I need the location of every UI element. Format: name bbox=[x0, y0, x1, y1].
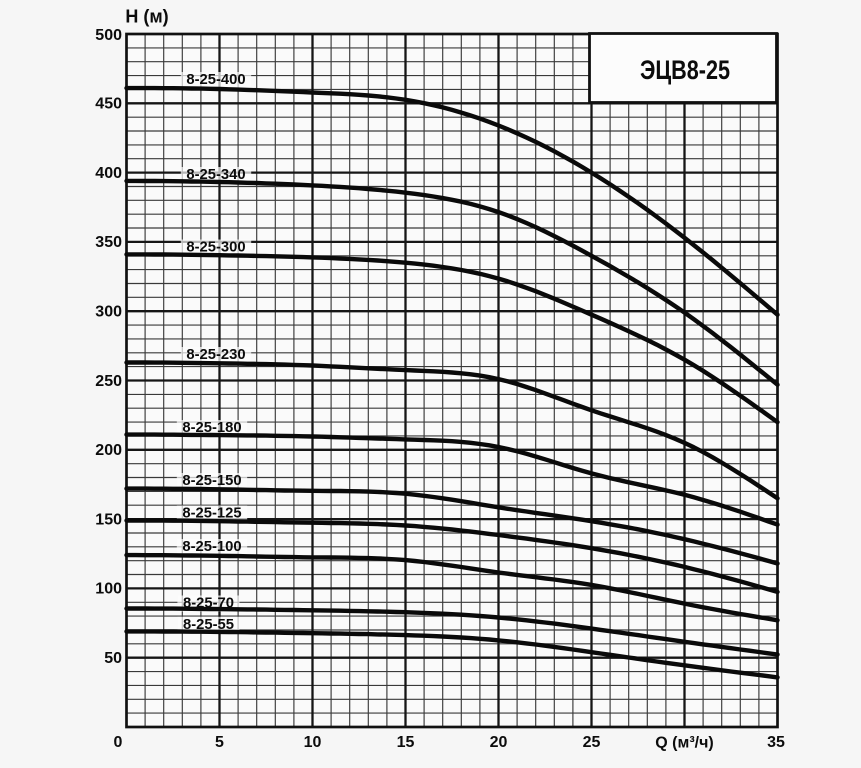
svg-text:8-25-300: 8-25-300 bbox=[186, 240, 245, 256]
svg-text:H (м): H (м) bbox=[125, 7, 168, 27]
svg-text:8-25-100: 8-25-100 bbox=[182, 539, 241, 555]
svg-text:15: 15 bbox=[397, 734, 415, 751]
svg-text:8-25-230: 8-25-230 bbox=[186, 347, 245, 363]
svg-text:450: 450 bbox=[95, 96, 122, 113]
svg-text:8-25-125: 8-25-125 bbox=[182, 506, 241, 522]
svg-text:100: 100 bbox=[95, 581, 122, 598]
svg-text:8-25-340: 8-25-340 bbox=[186, 167, 245, 183]
svg-text:8-25-70: 8-25-70 bbox=[183, 596, 234, 612]
svg-text:400: 400 bbox=[95, 165, 122, 182]
svg-text:250: 250 bbox=[95, 373, 122, 390]
svg-text:500: 500 bbox=[95, 27, 122, 44]
svg-text:8-25-180: 8-25-180 bbox=[182, 420, 241, 436]
svg-text:25: 25 bbox=[583, 734, 601, 751]
svg-text:20: 20 bbox=[490, 734, 508, 751]
svg-text:5: 5 bbox=[215, 734, 224, 751]
svg-text:10: 10 bbox=[304, 734, 322, 751]
svg-text:Q (м³/ч): Q (м³/ч) bbox=[655, 735, 713, 752]
svg-text:150: 150 bbox=[95, 511, 122, 528]
svg-text:8-25-400: 8-25-400 bbox=[186, 72, 245, 88]
svg-text:200: 200 bbox=[95, 442, 122, 459]
svg-text:35: 35 bbox=[767, 734, 785, 751]
svg-text:50: 50 bbox=[104, 650, 122, 667]
svg-text:8-25-55: 8-25-55 bbox=[183, 617, 234, 633]
svg-text:350: 350 bbox=[95, 234, 122, 251]
svg-text:0: 0 bbox=[114, 734, 123, 751]
svg-text:ЭЦВ8-25: ЭЦВ8-25 bbox=[640, 55, 730, 85]
svg-text:300: 300 bbox=[95, 304, 122, 321]
svg-text:8-25-150: 8-25-150 bbox=[182, 473, 241, 489]
